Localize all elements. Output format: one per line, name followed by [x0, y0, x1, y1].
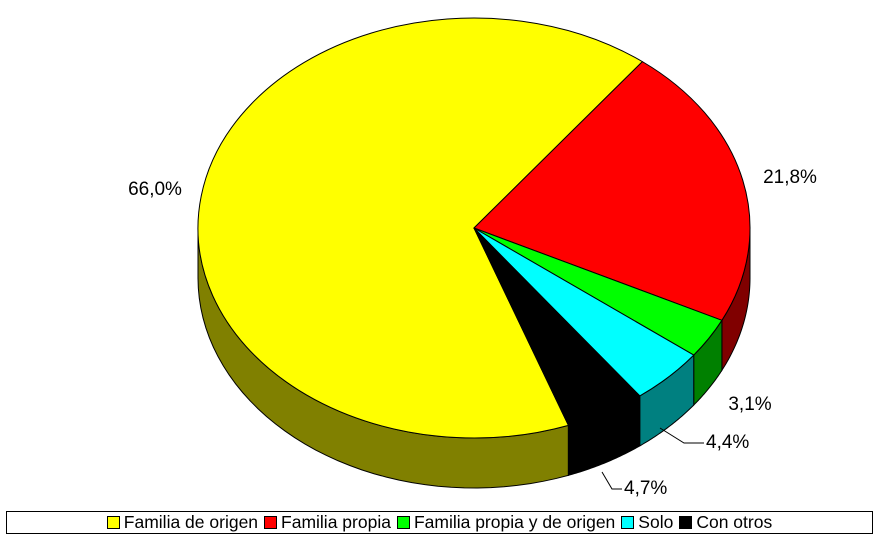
legend-label: Familia propia y de origen: [413, 512, 616, 532]
data-label: 4,7%: [624, 478, 667, 499]
slice: [197, 17, 644, 439]
legend-label: Con otros: [696, 512, 773, 532]
legend: Familia de origen Familia propia Familia p…: [6, 511, 873, 534]
slice: [473, 227, 641, 426]
legend-label: Familia propia: [281, 512, 391, 532]
legend-swatch: [264, 516, 278, 529]
legend-item: Familia propia: [264, 512, 391, 533]
leader-line: [659, 427, 704, 444]
legend-swatch: [679, 516, 693, 529]
leader-line: [601, 471, 622, 490]
legend-label: Familia de origen: [123, 512, 259, 532]
legend-label: Solo: [638, 512, 674, 532]
slice: [473, 60, 751, 321]
legend-swatch: [106, 516, 120, 529]
data-label: 3,1%: [728, 394, 771, 415]
legend-item: Familia de origen: [106, 512, 259, 533]
data-label: 66,0%: [128, 179, 182, 200]
chart: 66,0% 21,8% 3,1% 4,4% 4,7%: [128, 17, 817, 499]
legend-item: Solo: [621, 512, 673, 533]
legend-swatch: [621, 516, 635, 529]
data-label: 4,4%: [706, 432, 749, 453]
data-label: 21,8%: [763, 167, 817, 188]
legend-item: Familia propia y de origen: [396, 512, 616, 533]
legend-swatch: [396, 516, 410, 529]
legend-item: Con otros: [679, 512, 772, 533]
